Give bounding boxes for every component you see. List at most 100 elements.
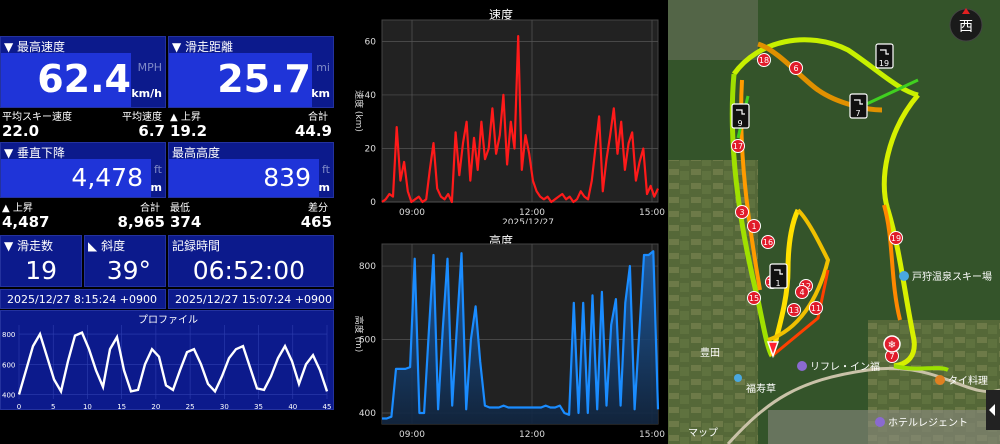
y-axis-label: 速度 (km) [353,90,365,132]
lift-marker-label: 1 [775,279,780,288]
duration-value: 06:52:00 [192,256,305,285]
y-tick-label: 600 [2,361,15,369]
run-marker-icon [889,231,903,245]
x-tick-label: 10 [83,403,92,411]
diff-altitude-label: 差分 [308,203,328,214]
run-marker-icon [747,291,761,305]
chevron-left-icon [989,404,995,416]
max-altitude-label: 最高高度 [172,146,221,160]
ski-resort-icon[interactable] [899,271,909,281]
clearing [668,0,758,60]
run-marker-label: 18 [759,56,769,65]
vertical-descent-tile: ▼ 垂直下降 4,478 ft m [0,142,166,198]
place-tairyori: タイ料理 [948,374,988,387]
ascent-dist-value: 19.2 [170,122,208,140]
min-altitude-label: 最低 [170,203,190,214]
total-dist-label: 合計 [308,112,328,123]
total-vert-label: 合計 [140,203,160,214]
max-altitude-unit-alt: ft [322,163,330,176]
hotel-icon[interactable] [875,417,885,427]
max-altitude-bg [169,159,319,197]
x-tick-label: 20 [151,403,160,411]
run-marker-label: 15 [749,294,759,303]
vertical-descent-bg [1,159,151,197]
x-tick-label: 15:00 [639,208,665,218]
y-tick-label: 40 [365,91,377,101]
ski-resort-pin-icon[interactable] [883,335,901,353]
diff-altitude-value: 465 [300,213,332,231]
x-tick-label: 09:00 [399,208,425,218]
max-altitude-value: 839 [263,163,311,192]
lift-glyph-icon [774,269,783,275]
series-line [381,35,659,204]
x-tick-label: 25 [186,403,195,411]
slope-value: 39° [106,256,151,285]
max-altitude-unit: m [318,181,330,194]
y-tick-label: 800 [2,331,15,339]
run-marker-icon [735,205,749,219]
hotel-icon[interactable] [797,361,807,371]
run-marker-label: 6 [793,64,798,73]
place-fukuju: 福寿草 [746,382,776,395]
runs-value: 19 [25,256,57,285]
altitude-chart: 400 600 800 09:00 12:00 15:00 高度 (m) [353,243,665,440]
x-tick-label: 09:00 [399,430,425,440]
field-area [668,160,758,444]
run-marker-label: 4 [799,288,804,297]
x-tick-label: 45 [323,403,332,411]
ski-track [881,93,920,369]
x-tick-label: 12:00 [519,430,545,440]
compass-label: 西 [959,19,973,35]
avg-speed-value: 6.7 [138,122,165,140]
profile-line [17,331,329,395]
max-speed-unit-alt: MPH [137,61,162,74]
duration-label: 記録時間 [172,239,221,253]
speed-chart: 0 20 40 60 09:00 12:00 15:00 速度 (km) 2025/12/27 [353,19,665,224]
avg-ski-speed-value: 22.0 [2,122,40,140]
flower-icon[interactable] [734,374,742,382]
runs-label: ▼ 滑走数 [4,239,54,253]
charts-panel: 速度 0 20 40 60 09:00 12:00 15:00 速度 (km) 2025/12/… [336,0,666,444]
snowflake-icon: ❄ [888,340,896,351]
y-tick-label: 600 [359,336,376,346]
profile-tile: プロファイル 400 600 800 0 5 10 15 20 25 30 35 40 45 [0,310,334,411]
y-tick-label: 60 [365,37,377,47]
run-marker-label: 16 [763,238,773,247]
compass-needle-icon [962,8,970,14]
distance-unit: km [311,87,330,100]
lift-glyph-icon [854,99,863,105]
restaurant-icon[interactable] [935,375,945,385]
runs-tile: ▼ 滑走数 19 [0,235,82,287]
y-tick-label: 400 [2,391,15,399]
max-altitude-tile: 最高高度 839 ft m [168,142,334,198]
profile-chart: 400 600 800 0 5 10 15 20 25 30 35 40 45 [2,325,332,411]
resort-label: 戸狩温泉スキー場 [912,270,992,283]
slope-label: ◣ 斜度 [88,239,126,253]
y-tick-label: 400 [359,409,376,419]
run-marker-icon [787,303,801,317]
run-marker-label: 3 [739,208,744,217]
vertical-descent-value: 4,478 [71,163,143,192]
run-marker-icon [809,301,823,315]
y-axis-label: 高度 (m) [353,316,365,353]
distance-bg [169,53,312,107]
max-speed-tile: ▼ 最高速度 62.4 MPH km/h [0,36,166,108]
lift-marker-label: 19 [879,59,889,68]
ski-track [882,204,902,321]
y-tick-label: 800 [359,262,376,272]
max-speed-unit: km/h [131,87,162,100]
x-tick-label: 5 [51,403,55,411]
distance-label: ▼ 滑走距離 [172,40,234,54]
start-pin-icon[interactable] [766,341,780,359]
x-tick-label: 0 [17,403,21,411]
end-time: 2025/12/27 15:07:24 +0900 [175,293,333,306]
avg-speed-label: 平均速度 [122,112,162,123]
map-attribution: マップ [688,427,718,439]
ascent-dist-label: ▲ 上昇 [170,112,201,123]
max-speed-value: 62.4 [37,57,131,101]
x-tick-label: 15:00 [639,430,665,440]
ski-track [893,364,949,372]
avg-ski-speed-label: 平均スキー速度 [2,112,72,123]
